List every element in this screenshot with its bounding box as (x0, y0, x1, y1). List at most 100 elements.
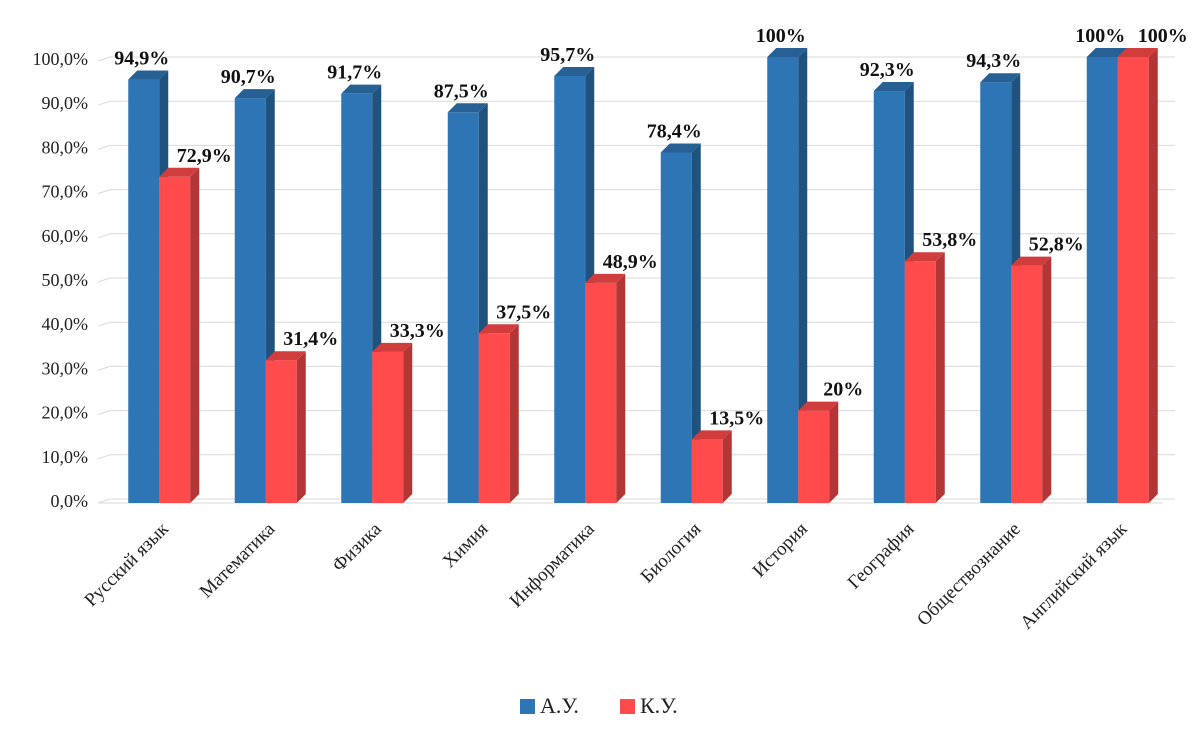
x-tick-label: Английский язык (1016, 518, 1131, 633)
bar-side (403, 342, 413, 503)
data-label: 37,5% (496, 301, 551, 323)
data-labels: 94,9% 90,7% 91,7% 87,5% 95,7% 78,4% 100% 92,3% 9… (114, 25, 1188, 429)
y-tick-label: 30,0% (42, 358, 89, 378)
bar-front (1011, 265, 1043, 503)
bar-side (935, 252, 945, 503)
legend-label: А.У. (540, 693, 579, 718)
gridline-edge (97, 321, 111, 327)
bar-top (447, 103, 488, 113)
bar-front (1117, 57, 1149, 503)
bar-side (691, 143, 701, 504)
data-label: 94,9% (114, 48, 169, 70)
bar-front (980, 82, 1012, 503)
bar-top (691, 430, 732, 440)
bar (660, 143, 701, 504)
bar-top (904, 252, 945, 262)
legend-item: А.У. (520, 693, 579, 718)
bar-top (478, 324, 519, 334)
y-tick-label: 20,0% (42, 403, 89, 423)
bar (1011, 256, 1052, 503)
bar-top (1011, 256, 1052, 266)
bar-front (1086, 57, 1118, 503)
bar-top (372, 342, 413, 352)
data-label: 52,8% (1029, 234, 1084, 256)
data-label: 95,7% (540, 44, 595, 66)
bar (341, 84, 382, 503)
x-tick-label: История (749, 519, 812, 582)
data-label: 13,5% (709, 407, 764, 429)
bar-side (1148, 48, 1158, 503)
bar-top (873, 82, 914, 92)
gridline-edge (97, 410, 111, 416)
bar-side (296, 351, 306, 503)
bar-side (829, 401, 839, 503)
y-tick-label: 70,0% (42, 182, 89, 202)
legend-swatch (520, 699, 535, 714)
data-label: 90,7% (221, 66, 276, 88)
bar (478, 324, 519, 503)
bar (767, 48, 808, 503)
bar-top (234, 89, 275, 99)
x-tick-label: Русский язык (81, 518, 174, 611)
gridline-edge (97, 144, 111, 150)
bar-front (341, 93, 373, 503)
bar-top (265, 351, 306, 361)
bar (585, 273, 626, 503)
bar-front (585, 282, 617, 503)
bar-top (767, 48, 808, 57)
bar-top (341, 84, 382, 94)
bar-front (159, 176, 191, 504)
series-k (159, 48, 1158, 504)
data-label: 72,9% (177, 145, 232, 167)
y-tick-label: 50,0% (42, 270, 89, 290)
data-label: 87,5% (434, 80, 489, 102)
data-label: 100% (756, 25, 806, 47)
bar-front (660, 152, 692, 504)
data-label: 100% (1075, 25, 1125, 47)
legend-swatch (620, 699, 635, 714)
gridline-edge (97, 277, 111, 283)
y-tick-label: 10,0% (42, 447, 89, 467)
legend-label: К.У. (640, 693, 678, 718)
gridline-edge (97, 189, 111, 195)
data-label: 100% (1138, 25, 1188, 47)
gridline-edge (97, 100, 111, 106)
bar-side (798, 48, 808, 503)
bar-front (447, 112, 479, 503)
bar (1117, 48, 1158, 503)
data-label: 31,4% (283, 328, 338, 350)
x-tick-label: Математика (196, 518, 280, 602)
y-tick-label: 60,0% (42, 226, 89, 246)
bar-side (509, 324, 519, 503)
bar-front (265, 360, 297, 503)
bar-top (128, 70, 169, 80)
bar (691, 430, 732, 503)
bar (904, 252, 945, 503)
bar-front (234, 98, 266, 503)
bar-top (554, 67, 595, 77)
data-label: 94,3% (966, 50, 1021, 72)
bar-front (873, 91, 905, 503)
bar-front (767, 57, 799, 503)
data-label: 91,7% (327, 62, 382, 84)
bar-side (616, 273, 626, 503)
bar-top (660, 143, 701, 153)
legend-item: К.У. (620, 693, 678, 718)
y-tick-label: 100,0% (33, 49, 89, 69)
bar (265, 351, 306, 503)
gridline-edge (97, 365, 111, 371)
bar-side (190, 167, 200, 504)
bar-front (904, 261, 936, 503)
data-label: 53,8% (922, 229, 977, 251)
y-tick-label: 40,0% (42, 314, 89, 334)
bar (372, 342, 413, 503)
data-label: 33,3% (390, 320, 445, 342)
bar-top (980, 73, 1021, 83)
x-tick-label: Информатика (506, 518, 599, 611)
data-label: 20% (823, 379, 863, 401)
gridline-edge (97, 233, 111, 239)
gridline-edge (97, 498, 111, 504)
y-tick-label: 80,0% (42, 137, 89, 157)
bar-side (722, 430, 732, 503)
